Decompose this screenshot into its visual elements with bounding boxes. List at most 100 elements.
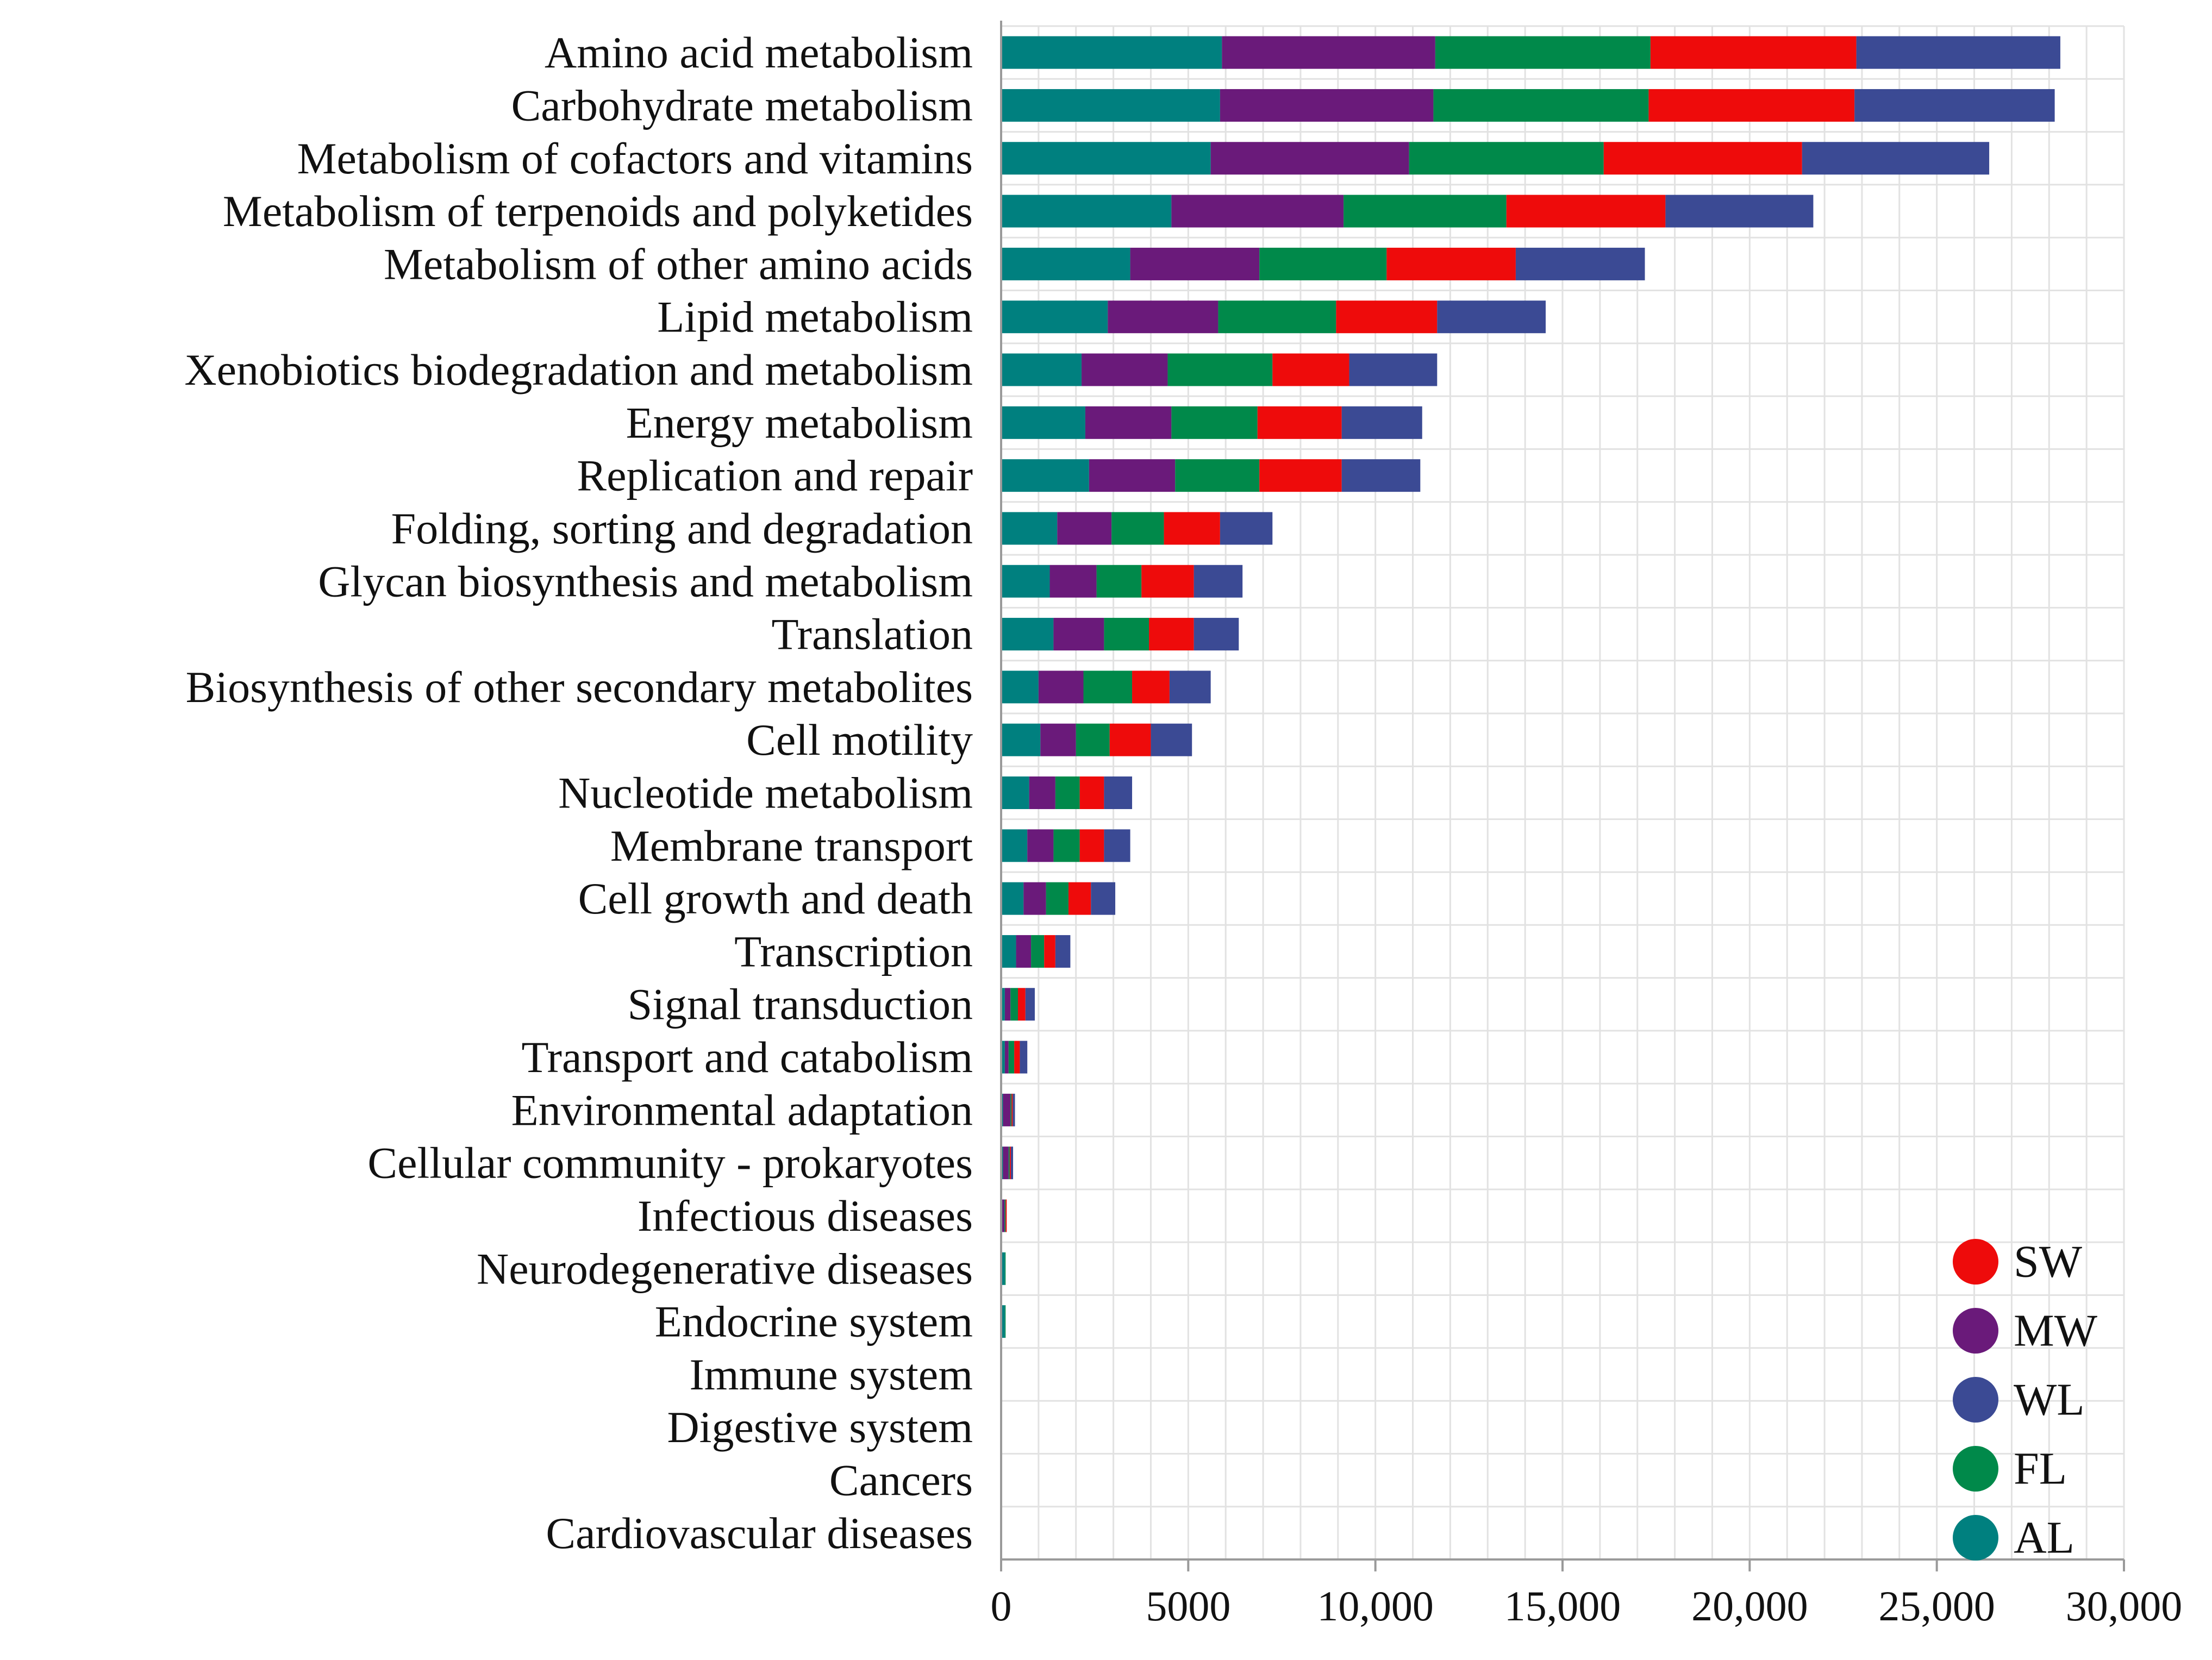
- bar-fl-16: [1053, 829, 1080, 862]
- bar-wl-21: [1013, 1093, 1015, 1126]
- bar-fl-1: [1435, 36, 1651, 69]
- bar-wl-17: [1091, 882, 1116, 915]
- bar-al-8: [1001, 406, 1085, 439]
- bar-wl-22: [1010, 1147, 1014, 1180]
- bar-sw-12: [1149, 618, 1194, 651]
- bars: [1001, 36, 2060, 1338]
- bar-fl-4: [1344, 195, 1507, 228]
- x-tick-label: 0: [991, 1582, 1012, 1630]
- bar-al-2: [1001, 89, 1220, 122]
- bar-wl-20: [1020, 1041, 1028, 1074]
- bar-mw-8: [1085, 406, 1172, 439]
- category-label: Translation: [771, 610, 973, 659]
- x-tick-label: 30,000: [2066, 1582, 2183, 1630]
- category-label: Xenobiotics biodegradation and metabolis…: [184, 345, 973, 394]
- bar-sw-20: [1014, 1041, 1020, 1074]
- category-label: Nucleotide metabolism: [558, 768, 973, 818]
- category-label: Endocrine system: [655, 1297, 973, 1346]
- bar-sw-18: [1044, 935, 1055, 968]
- bar-sw-2: [1648, 89, 1855, 122]
- category-label: Membrane transport: [610, 821, 973, 870]
- x-tick-label: 15,000: [1504, 1582, 1621, 1630]
- bar-wl-3: [1802, 142, 1990, 175]
- legend: SW MW WL FL AL: [1953, 1237, 2098, 1563]
- bar-wl-10: [1220, 512, 1273, 545]
- bar-mw-3: [1210, 142, 1409, 175]
- bar-wl-2: [1854, 89, 2055, 122]
- bar-fl-11: [1096, 565, 1142, 598]
- bar-al-24: [1001, 1252, 1005, 1285]
- legend-marker-wl: [1953, 1377, 1998, 1423]
- category-label: Neurodegenerative diseases: [477, 1244, 973, 1293]
- x-tick-label: 10,000: [1317, 1582, 1434, 1630]
- bar-al-4: [1001, 195, 1172, 228]
- bar-fl-3: [1409, 142, 1604, 175]
- bar-wl-19: [1025, 988, 1035, 1021]
- bar-mw-5: [1130, 247, 1260, 280]
- category-label: Carbohydrate metabolism: [511, 80, 973, 130]
- bar-mw-20: [1004, 1041, 1009, 1074]
- bar-sw-23: [1005, 1199, 1007, 1232]
- bar-al-25: [1001, 1305, 1005, 1338]
- bar-sw-3: [1603, 142, 1802, 175]
- bar-al-9: [1001, 459, 1089, 492]
- legend-label-sw: SW: [2014, 1237, 2083, 1287]
- category-label: Environmental adaptation: [511, 1085, 973, 1135]
- bar-wl-4: [1665, 195, 1814, 228]
- bar-sw-21: [1011, 1093, 1013, 1126]
- bar-fl-22: [1008, 1147, 1010, 1180]
- bar-fl-15: [1055, 776, 1080, 809]
- bar-mw-7: [1082, 353, 1168, 386]
- bar-sw-1: [1650, 36, 1857, 69]
- category-label: Folding, sorting and degradation: [391, 504, 973, 553]
- bar-mw-19: [1004, 988, 1011, 1021]
- bar-fl-9: [1175, 459, 1260, 492]
- bar-wl-14: [1151, 723, 1192, 756]
- bar-sw-6: [1336, 300, 1438, 334]
- bar-mw-18: [1016, 935, 1032, 968]
- category-label: Lipid metabolism: [657, 292, 973, 342]
- bar-mw-21: [1003, 1093, 1011, 1126]
- bar-wl-15: [1104, 776, 1133, 809]
- x-tick-label: 25,000: [1878, 1582, 1995, 1630]
- bar-wl-11: [1194, 565, 1243, 598]
- bar-al-6: [1001, 300, 1108, 334]
- bar-al-3: [1001, 142, 1211, 175]
- bar-wl-6: [1437, 300, 1546, 334]
- legend-label-al: AL: [2014, 1513, 2074, 1563]
- bar-sw-8: [1257, 406, 1342, 439]
- category-label: Immune system: [689, 1350, 973, 1399]
- bar-mw-14: [1040, 723, 1076, 756]
- bar-wl-9: [1341, 459, 1421, 492]
- category-label: Signal transduction: [628, 980, 973, 1029]
- bar-wl-18: [1055, 935, 1071, 968]
- bar-fl-10: [1111, 512, 1164, 545]
- category-label: Cancers: [829, 1456, 973, 1505]
- bar-sw-5: [1386, 247, 1516, 280]
- category-label: Cell growth and death: [578, 874, 973, 923]
- bar-wl-13: [1169, 671, 1211, 704]
- bar-mw-23: [1002, 1199, 1005, 1232]
- bar-mw-17: [1023, 882, 1046, 915]
- bar-al-18: [1001, 935, 1016, 968]
- bar-wl-16: [1104, 829, 1130, 862]
- bar-al-16: [1001, 829, 1028, 862]
- bar-fl-5: [1259, 247, 1387, 280]
- bar-al-7: [1001, 353, 1082, 386]
- bar-al-1: [1001, 36, 1222, 69]
- category-label: Cellular community - prokaryotes: [367, 1138, 973, 1188]
- bar-fl-6: [1218, 300, 1336, 334]
- bar-fl-19: [1010, 988, 1018, 1021]
- category-label: Infectious diseases: [638, 1191, 973, 1241]
- bar-sw-13: [1132, 671, 1170, 704]
- category-label: Metabolism of other amino acids: [384, 239, 973, 289]
- category-label: Cardiovascular diseases: [546, 1508, 973, 1558]
- bar-sw-19: [1017, 988, 1026, 1021]
- bar-mw-15: [1029, 776, 1055, 809]
- bar-fl-7: [1167, 353, 1273, 386]
- category-label: Biosynthesis of other secondary metaboli…: [186, 662, 973, 712]
- bar-al-5: [1001, 247, 1130, 280]
- category-label: Glycan biosynthesis and metabolism: [318, 556, 973, 606]
- bar-mw-16: [1027, 829, 1054, 862]
